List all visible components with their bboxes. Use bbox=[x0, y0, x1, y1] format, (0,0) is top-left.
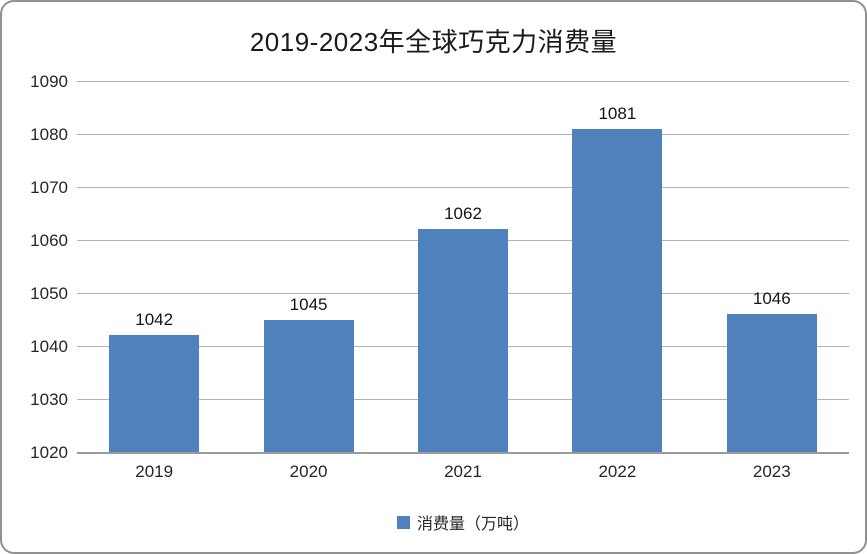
legend-swatch-icon bbox=[396, 515, 410, 529]
x-tick-label: 2019 bbox=[135, 462, 174, 481]
bar-data-label: 1062 bbox=[444, 204, 482, 224]
gridline bbox=[77, 81, 849, 82]
x-tick-label: 2022 bbox=[598, 462, 637, 481]
bar-data-label: 1045 bbox=[289, 294, 328, 314]
bar-2022 bbox=[572, 128, 663, 452]
plot-area bbox=[77, 81, 849, 454]
chart-title: 2019-2023年全球巧克力消费量 bbox=[249, 27, 618, 57]
x-tick-label: 2020 bbox=[289, 462, 328, 481]
bar-2021 bbox=[418, 229, 508, 452]
x-tick-label: 2023 bbox=[752, 462, 791, 481]
y-tick-label: 1080 bbox=[30, 125, 68, 144]
legend: 消费量（万吨） bbox=[77, 510, 849, 534]
bar-2019 bbox=[109, 335, 200, 452]
y-tick-label: 1070 bbox=[30, 178, 68, 197]
bar-data-label: 1042 bbox=[135, 310, 174, 330]
bar-2023 bbox=[726, 314, 817, 452]
bar-2020 bbox=[263, 319, 354, 452]
y-tick-label: 1060 bbox=[30, 231, 68, 250]
bar-data-label: 1046 bbox=[752, 289, 791, 309]
y-tick-label: 1050 bbox=[30, 284, 68, 303]
y-tick-label: 1020 bbox=[30, 443, 68, 462]
legend-label: 消费量（万吨） bbox=[416, 516, 529, 533]
gridline bbox=[77, 187, 849, 188]
bar-data-label: 1081 bbox=[598, 103, 637, 123]
gridline bbox=[77, 134, 849, 135]
y-tick-label: 1090 bbox=[30, 72, 68, 91]
y-tick-label: 1030 bbox=[30, 390, 68, 409]
x-axis-line bbox=[77, 452, 849, 454]
y-tick-label: 1040 bbox=[30, 337, 68, 356]
x-tick-label: 2021 bbox=[444, 462, 482, 481]
